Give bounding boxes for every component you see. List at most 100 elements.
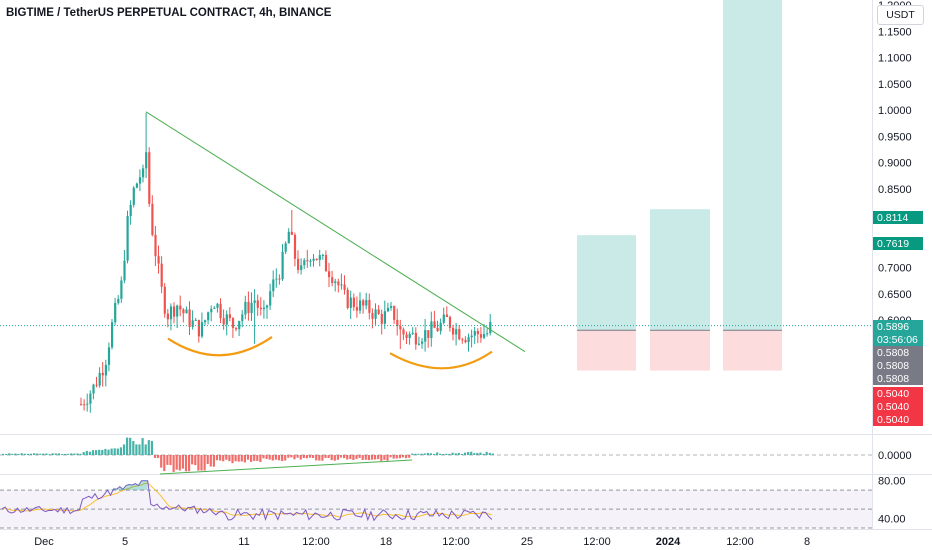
candle-body <box>95 384 98 386</box>
macd-bar <box>420 453 423 455</box>
candle-body <box>241 314 244 322</box>
candle-body <box>417 343 421 345</box>
macd-bar <box>203 455 206 471</box>
symbol-title[interactable]: BIGTIME / TetherUS PERPETUAL CONTRACT, 4… <box>6 7 332 19</box>
macd-bar <box>374 455 377 460</box>
candle-body <box>421 341 424 344</box>
candle-body <box>231 318 235 328</box>
candle-body <box>290 231 293 235</box>
currency-selector[interactable]: USDT <box>877 5 924 25</box>
candle-body <box>111 322 114 348</box>
drawings[interactable] <box>0 111 872 370</box>
candle-body <box>160 263 163 287</box>
candle-body <box>83 404 86 406</box>
price-tag-bg <box>873 237 923 250</box>
macd-bar <box>336 455 339 460</box>
macd-bar <box>327 455 330 458</box>
time-tick-label: 18 <box>380 536 392 548</box>
macd-bar <box>110 448 113 455</box>
price-tag-bg <box>873 346 923 359</box>
macd-bar <box>417 453 420 455</box>
macd-bar <box>473 453 476 455</box>
candle-body <box>207 312 210 321</box>
candle-body <box>278 278 281 280</box>
macd-bar <box>479 452 482 455</box>
candle-body <box>272 279 275 292</box>
macd-bar <box>175 455 178 470</box>
price-tag-label: 0.5040 <box>877 414 909 426</box>
price-tick-label: 1.0000 <box>878 105 912 117</box>
macd-bar <box>45 453 48 455</box>
macd-bar <box>33 453 36 455</box>
macd-bar <box>439 453 442 455</box>
candle-body <box>470 335 473 338</box>
candle-body <box>228 314 231 319</box>
candle-body <box>393 306 396 320</box>
candle-body <box>200 322 204 337</box>
macd-bar <box>299 455 302 460</box>
candle-body <box>176 305 179 317</box>
candle-body <box>266 305 269 308</box>
macd-bar <box>150 440 153 455</box>
macd-bar <box>274 455 277 460</box>
macd-bar <box>144 444 147 455</box>
time-tick-label: 12:00 <box>442 536 470 548</box>
macd-bar <box>386 455 389 461</box>
candle-body <box>101 372 104 376</box>
macd-bar <box>70 453 73 455</box>
candle-body <box>306 260 309 262</box>
macd-bar <box>54 453 57 455</box>
candle-body <box>148 152 151 204</box>
price-tag-bg <box>873 320 923 333</box>
candle-body <box>213 307 216 309</box>
macd-bar <box>98 449 101 455</box>
macd-bar <box>29 453 33 455</box>
candle-body <box>303 260 306 266</box>
target-zones[interactable] <box>577 0 782 371</box>
macd-bar <box>339 455 343 458</box>
candle-body <box>216 303 219 308</box>
macd-bar <box>243 455 246 463</box>
macd-bar <box>349 455 352 459</box>
macd-bar <box>234 455 237 462</box>
price-tick-label: 1.1500 <box>878 27 912 39</box>
candle-body <box>256 300 259 308</box>
price-tick-label: 0.9500 <box>878 132 912 144</box>
macd-bar <box>79 453 82 455</box>
macd-bar <box>157 455 160 458</box>
macd-bar <box>491 453 494 455</box>
macd-bar <box>343 455 346 459</box>
macd-bar <box>147 440 150 455</box>
time-axis[interactable]: Dec 5 11 12:00 18 12:00 25 12:00 2024 12:00 8 <box>34 536 810 548</box>
candle-body <box>284 243 287 252</box>
macd-bar <box>277 455 281 461</box>
candle-body <box>368 299 371 313</box>
macd-bar <box>225 455 228 460</box>
macd-bar <box>60 454 64 456</box>
macd-bar <box>290 455 293 458</box>
candle-body <box>80 404 83 406</box>
price-tag-label: 0.5040 <box>877 388 909 400</box>
macd-bar <box>392 455 395 459</box>
macd-bar <box>153 455 157 458</box>
price-tag-bg <box>873 387 923 400</box>
macd-bar <box>315 455 318 461</box>
macd-bar <box>141 438 144 455</box>
macd-bar <box>414 453 417 455</box>
candle-body <box>445 314 448 317</box>
candle-body <box>129 204 132 217</box>
price-tag-bg <box>873 400 923 413</box>
candle-body <box>405 334 408 338</box>
macd-bar <box>460 453 463 455</box>
candle-body <box>123 260 126 281</box>
candle-body <box>355 307 359 311</box>
right-rounded-bottom <box>389 350 493 370</box>
price-tag-label: 0.8114 <box>877 212 908 224</box>
candle-body <box>104 364 107 376</box>
macd-bar <box>324 455 327 458</box>
price-tick-label: 0.8500 <box>878 184 912 196</box>
candle-body <box>297 258 300 270</box>
macd-bar <box>470 451 473 455</box>
macd-bar <box>119 447 122 455</box>
